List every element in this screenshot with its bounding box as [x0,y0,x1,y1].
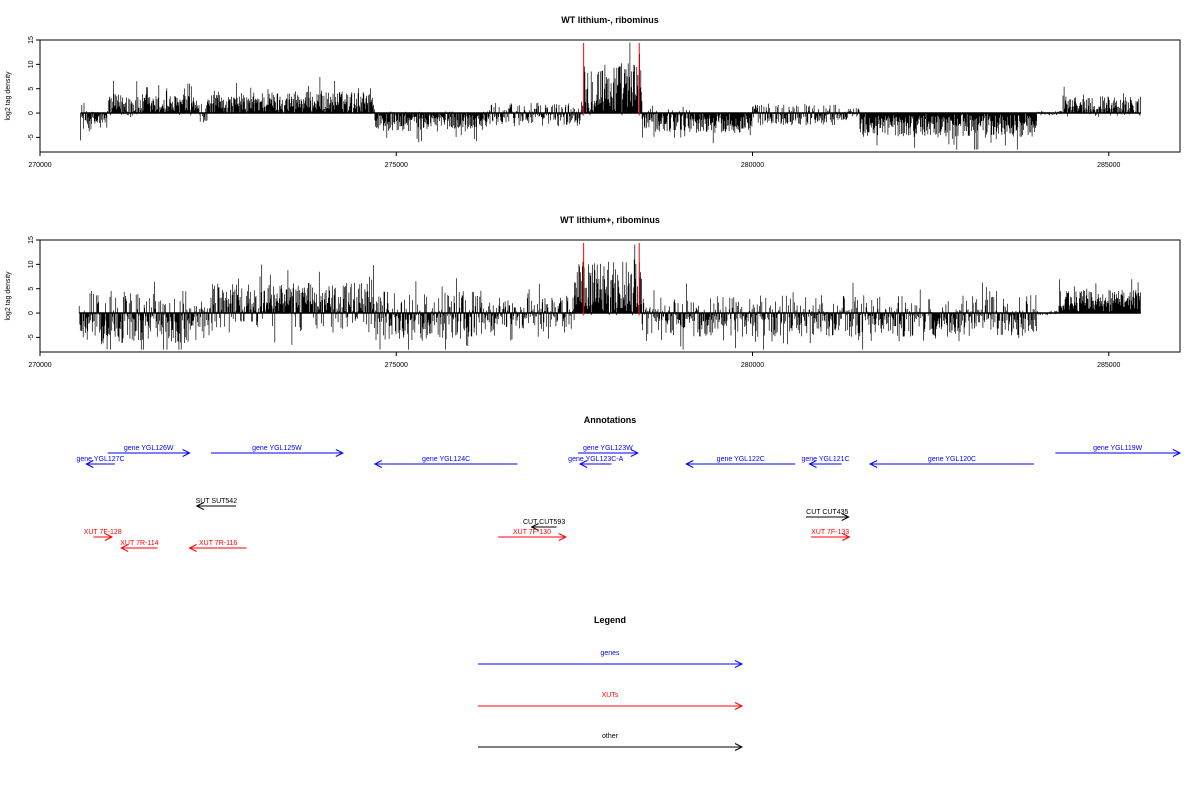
feature-label: gene YGL124C [422,456,470,463]
annotation-feature: gene YGL126W [107,445,191,457]
feature-label: XUT 7F-130 [513,529,551,536]
feature-label: gene YGL123C-A [568,456,623,463]
y-tick-label: -5 [28,134,35,140]
feature-label: SUT SUT542 [196,498,238,505]
annotation-feature: SUT SUT542 [195,498,238,510]
annotation-feature: XUT 7R-116 [188,540,247,552]
y-tick-label: 5 [28,287,35,291]
annotation-feature: CUT CUT435 [805,509,850,521]
annotation-feature: XUT 7F-133 [810,529,851,541]
feature-label: gene YGL121C [801,456,849,463]
legend-label: genes [600,650,620,657]
feature-label: gene YGL122C [717,456,765,463]
annotation-feature: XUT 7F-128 [84,529,122,541]
y-tick-label: 5 [28,87,35,91]
arrowhead [1172,449,1182,457]
feature-label: XUT 7F-128 [84,529,122,536]
feature-label: CUT CUT593 [523,519,565,526]
annotation-feature: gene YGL123C-A [568,456,624,468]
y-tick-label: 0 [28,111,35,115]
feature-label: gene YGL123W [583,445,633,452]
arrowhead [842,533,851,541]
annotation-feature: gene YGL124C [373,456,518,468]
feature-label: XUT 7F-133 [811,529,849,536]
arrowhead [734,743,744,751]
legend-label: XUTs [602,692,619,699]
feature-label: gene YGL126W [124,445,174,452]
annotation-feature: gene YGL123W [577,445,639,457]
arrowhead [85,460,94,468]
annotation-feature: gene YGL119W [1055,445,1182,457]
arrowhead [182,449,191,457]
arrowhead [734,660,744,668]
arrowhead [841,513,850,521]
feature-label: CUT CUT435 [806,509,848,516]
arrowhead [373,460,383,468]
annotations-title: Annotations [584,415,637,425]
legend-label: other [602,733,619,740]
annotation-feature: XUT 7R-114 [120,540,159,552]
annotation-feature: XUT 7F-130 [498,529,567,541]
arrowhead [578,460,588,468]
annotation-feature: CUT CUT593 [523,519,565,531]
annotation-feature: gene YGL127C [76,456,125,468]
arrowhead [685,460,694,468]
y-tick-label: 0 [28,311,35,315]
feature-label: gene YGL120C [928,456,976,463]
arrowhead [808,460,817,468]
annotation-feature: gene YGL120C [868,456,1034,468]
feature-label: XUT 7R-114 [120,540,158,547]
feature-label: XUT 7R-116 [199,540,237,547]
feature-label: gene YGL127C [76,456,124,463]
arrowhead [104,533,114,541]
feature-label: gene YGL119W [1093,445,1143,452]
feature-label: gene YGL125W [252,445,302,452]
legend-panel: genes XUTs other [478,650,744,751]
x-tick-label: 285000 [1097,162,1120,169]
x-tick-label: 285000 [1097,362,1120,369]
arrowhead [868,460,878,468]
arrowhead [120,544,129,552]
x-tick-label: 280000 [741,362,764,369]
legend-item-other: other [478,733,744,751]
arrowhead [530,523,539,531]
x-tick-label: 270000 [28,362,51,369]
signal-bars [80,42,1141,150]
arrowhead [558,533,567,541]
y-axis-label: log2 tag density [5,71,12,121]
arrowhead [335,449,344,457]
legend-item-gene: genes [478,650,744,668]
annotation-feature: gene YGL122C [685,456,796,468]
track-panel-lithium-minus: WT lithium-, ribominus log2 tag density -5… [5,15,1181,169]
arrowhead [630,449,639,457]
x-tick-label: 275000 [385,162,408,169]
track-panel-lithium-plus: WT lithium+, ribominus log2 tag density -5… [5,215,1181,369]
annotation-feature: gene YGL121C [801,456,850,468]
y-tick-label: 15 [28,36,35,44]
arrowhead [188,544,197,552]
x-tick-label: 275000 [385,362,408,369]
y-tick-label: 10 [28,260,35,268]
plot-frame [39,39,1181,153]
x-tick-label: 280000 [741,162,764,169]
chart-title: WT lithium-, ribominus [561,15,659,25]
y-tick-label: 10 [28,60,35,68]
annotation-feature: gene YGL125W [211,445,344,457]
legend-item-xut: XUTs [478,692,744,710]
y-tick-label: 15 [28,236,35,244]
signal-bars [78,244,1141,350]
plot-frame [39,239,1181,353]
arrowhead [195,502,204,510]
chart-title: WT lithium+, ribominus [560,215,660,225]
y-axis-label: log2 tag density [5,271,12,321]
y-tick-label: -5 [28,334,35,340]
arrowhead [734,702,744,710]
legend-title: Legend [594,615,626,625]
x-tick-label: 270000 [28,162,51,169]
